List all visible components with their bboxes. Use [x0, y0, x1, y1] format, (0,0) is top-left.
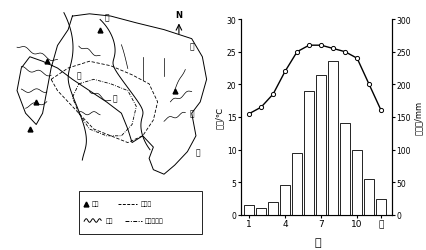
Bar: [256, 208, 266, 215]
Y-axis label: 温度/℃: 温度/℃: [215, 106, 224, 128]
Text: N: N: [176, 12, 182, 20]
Y-axis label: 降水量/mm: 降水量/mm: [414, 100, 423, 134]
Bar: [268, 202, 278, 215]
Text: 甲: 甲: [107, 249, 115, 250]
FancyBboxPatch shape: [79, 192, 202, 234]
Text: 江: 江: [190, 109, 194, 118]
Text: 山峰: 山峰: [92, 201, 99, 206]
Text: 乙: 乙: [314, 238, 321, 248]
Text: 河流: 河流: [106, 218, 113, 224]
Text: 沧: 沧: [190, 42, 194, 51]
Bar: [280, 186, 290, 215]
Bar: [328, 62, 338, 215]
Text: 纳: 纳: [77, 71, 81, 80]
Text: 板: 板: [113, 94, 117, 102]
Text: 澜: 澜: [104, 14, 109, 22]
Bar: [292, 153, 302, 215]
Text: 河: 河: [196, 148, 200, 156]
Text: 保护区边界: 保护区边界: [145, 218, 164, 224]
Bar: [364, 179, 374, 215]
Bar: [376, 199, 386, 215]
Bar: [352, 150, 362, 215]
Bar: [304, 92, 314, 215]
Text: 分水岭: 分水岭: [141, 201, 152, 206]
Bar: [244, 205, 254, 215]
Bar: [340, 124, 350, 215]
Bar: [316, 75, 326, 215]
